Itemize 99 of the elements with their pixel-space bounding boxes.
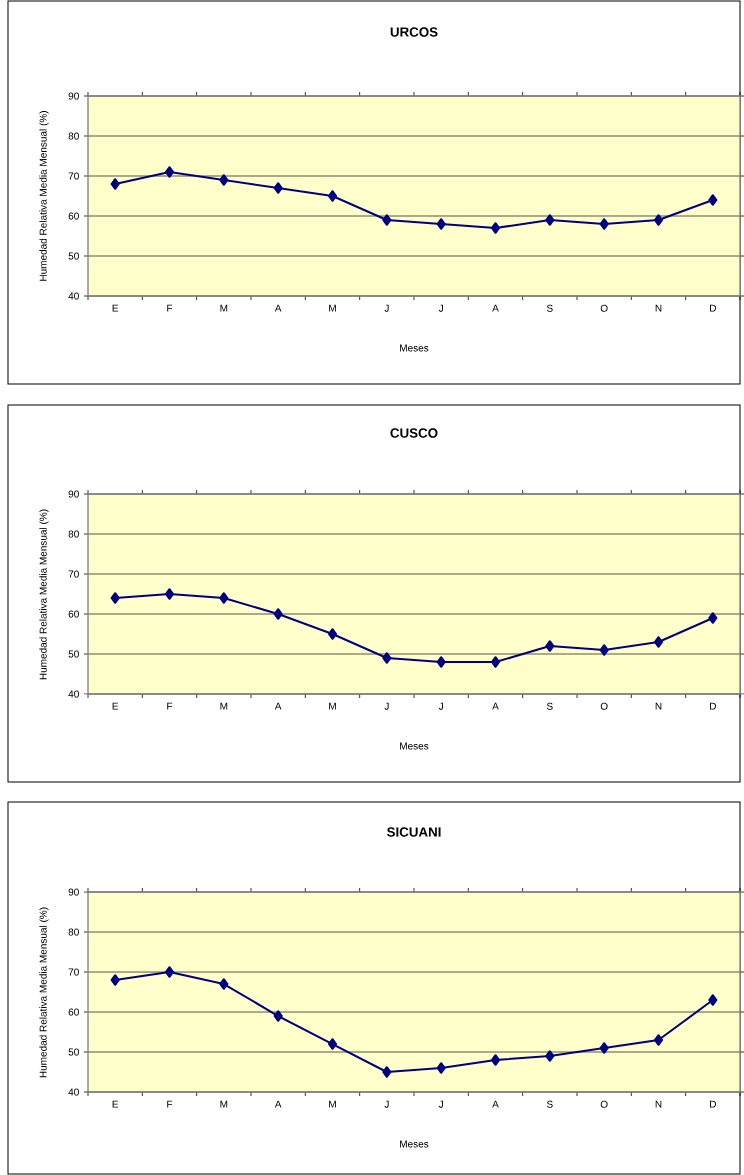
y-tick-label: 60 <box>68 212 79 220</box>
x-axis-title: Meses <box>399 742 429 750</box>
point <box>545 640 555 652</box>
y-tick-label: 70 <box>68 172 79 180</box>
y-tick-label: 50 <box>68 252 79 260</box>
x-tick-label: N <box>655 702 662 710</box>
x-tick-label: J <box>438 702 443 710</box>
x-tick-label: E <box>112 702 118 710</box>
x-tick-label: O <box>600 1100 608 1108</box>
point <box>490 222 500 234</box>
x-tick-label: A <box>274 702 282 710</box>
x-tick-label: N <box>655 1100 662 1108</box>
point <box>436 218 446 230</box>
y-tick-label: 90 <box>68 490 79 498</box>
x-axis-title: Meses <box>399 1140 429 1148</box>
y-tick-label: 50 <box>68 650 79 658</box>
point <box>653 636 663 648</box>
x-tick-label: D <box>709 1100 716 1108</box>
chart-title: CUSCO <box>390 428 438 438</box>
point <box>436 1062 446 1074</box>
x-tick-label: O <box>600 304 608 312</box>
point <box>545 1050 555 1062</box>
x-tick-label: O <box>600 702 608 710</box>
x-tick-label: A <box>492 1100 499 1108</box>
y-tick-label: 80 <box>68 928 79 936</box>
x-tick-label: M <box>220 1100 227 1108</box>
point <box>653 214 663 226</box>
point <box>545 214 555 226</box>
x-tick-label: M <box>220 702 227 710</box>
point <box>219 174 229 186</box>
x-tick-label: M <box>328 1100 336 1108</box>
x-tick-label: M <box>220 304 227 312</box>
point <box>708 612 718 624</box>
x-tick-label: A <box>274 1100 282 1108</box>
point <box>327 1038 337 1050</box>
y-tick-label: 70 <box>68 968 79 976</box>
y-tick-label: 90 <box>68 92 79 100</box>
point <box>599 218 609 230</box>
x-tick-label: S <box>546 702 553 710</box>
x-tick-label: A <box>492 702 499 710</box>
point <box>219 592 229 604</box>
x-tick-label: F <box>167 702 172 710</box>
point <box>599 644 609 656</box>
point <box>327 628 337 640</box>
x-tick-label: S <box>546 1100 553 1108</box>
y-tick-label: 80 <box>68 530 79 538</box>
point <box>219 978 229 990</box>
point <box>436 656 446 668</box>
x-tick-label: F <box>167 1100 172 1108</box>
x-tick-label: D <box>709 304 716 312</box>
y-tick-label: 80 <box>68 132 79 140</box>
x-tick-label: M <box>328 702 336 710</box>
point <box>490 656 500 668</box>
y-axis-title: Humedad Relativa Media Mensual (%) <box>39 111 49 281</box>
x-tick-label: A <box>492 304 499 312</box>
point <box>110 178 120 190</box>
y-tick-label: 40 <box>68 1088 79 1096</box>
x-tick-label: J <box>384 1100 389 1108</box>
x-tick-label: D <box>709 702 716 710</box>
point <box>382 214 392 226</box>
point <box>653 1034 663 1046</box>
x-tick-label: J <box>438 1100 443 1108</box>
point <box>164 588 174 600</box>
y-tick-label: 60 <box>68 1008 79 1016</box>
y-axis-title: Humedad Relativa Media Mensual (%) <box>39 907 49 1078</box>
point <box>273 608 283 620</box>
chart-title: SICUANI <box>386 827 441 837</box>
point <box>708 994 718 1006</box>
chart-title: URCOS <box>390 27 438 37</box>
point <box>164 166 174 178</box>
point <box>599 1042 609 1054</box>
x-tick-label: F <box>167 304 172 312</box>
x-tick-label: J <box>438 304 443 312</box>
point <box>327 190 337 202</box>
point <box>490 1054 500 1066</box>
x-tick-label: A <box>274 304 282 312</box>
x-axis-title: Meses <box>399 344 429 352</box>
y-tick-label: 40 <box>68 292 79 300</box>
point <box>110 974 120 986</box>
point <box>110 592 120 604</box>
x-tick-label: E <box>112 304 118 312</box>
point <box>273 1010 283 1022</box>
y-tick-label: 50 <box>68 1048 79 1056</box>
x-tick-label: E <box>112 1100 118 1108</box>
y-tick-label: 70 <box>68 570 79 578</box>
point <box>708 194 718 206</box>
point <box>164 966 174 978</box>
point <box>382 1066 392 1078</box>
y-axis-title: Humedad Relativa Media Mensual (%) <box>39 509 49 680</box>
y-tick-label: 90 <box>68 888 79 896</box>
point <box>273 182 283 194</box>
y-tick-label: 40 <box>68 690 79 698</box>
x-tick-label: J <box>384 304 389 312</box>
x-tick-label: M <box>328 304 336 312</box>
x-tick-label: N <box>655 304 662 312</box>
point <box>382 652 392 664</box>
x-tick-label: J <box>384 702 389 710</box>
x-tick-label: S <box>546 304 553 312</box>
y-tick-label: 60 <box>68 610 79 618</box>
